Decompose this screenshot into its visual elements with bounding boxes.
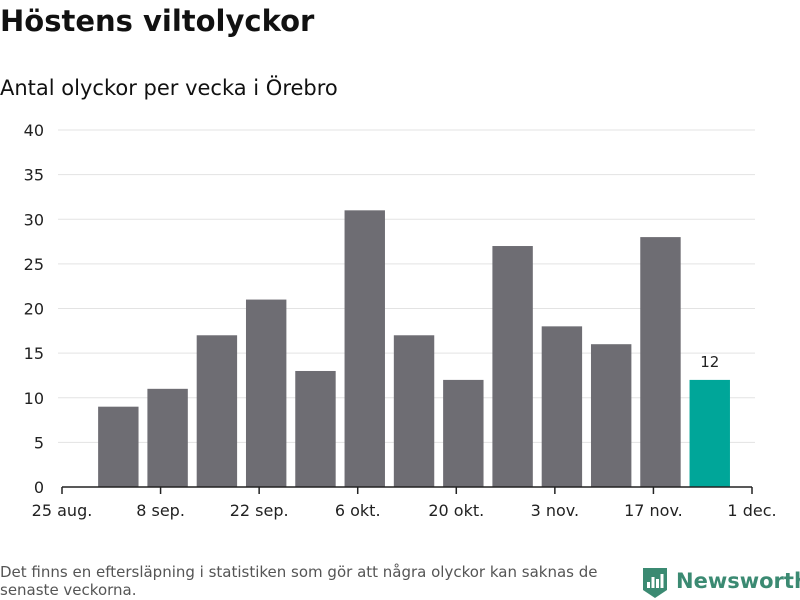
x-tick-label: 22 sep. (230, 501, 289, 520)
bar (443, 379, 484, 487)
bar (245, 299, 287, 487)
x-tick-label: 20 okt. (428, 501, 484, 520)
x-tick-label: 17 nov. (624, 501, 683, 520)
y-tick-label: 35 (24, 166, 44, 185)
bar (590, 344, 632, 487)
brand-logo: Newsworthy (643, 568, 800, 600)
bar (393, 335, 435, 487)
y-tick-label: 20 (24, 300, 44, 319)
footnote: Det finns en eftersläpning i statistiken… (0, 563, 598, 599)
y-tick-label: 40 (24, 121, 44, 140)
x-tick-label: 3 nov. (531, 501, 580, 520)
y-tick-label: 0 (34, 478, 44, 497)
bar (344, 210, 385, 487)
y-tick-label: 5 (34, 433, 44, 452)
bar-chart: 0 5 10 15 20 25 30 35 40 12 25 aug. 8 sep. 22 sep. 6 … (24, 121, 777, 520)
y-tick-label: 10 (24, 389, 44, 408)
x-tick-label: 6 okt. (335, 501, 381, 520)
bar (196, 335, 238, 487)
bar (689, 379, 730, 487)
y-tick-label: 15 (24, 344, 44, 363)
y-tick-label: 30 (24, 210, 44, 229)
chart-title: Höstens viltolyckor (0, 4, 315, 38)
y-tick-label: 25 (24, 255, 44, 274)
bar (98, 406, 139, 487)
newsworthy-logo-icon (643, 568, 667, 598)
x-tick-label: 1 dec. (727, 501, 776, 520)
brand-name: Newsworthy (676, 569, 800, 593)
x-tick-label: 8 sep. (136, 501, 185, 520)
bar (295, 370, 336, 487)
bar (492, 246, 533, 487)
bar (147, 388, 188, 487)
data-label: 12 (700, 353, 719, 371)
x-tick-label: 25 aug. (32, 501, 93, 520)
chart-subtitle: Antal olyckor per vecka i Örebro (0, 76, 338, 100)
bar (640, 237, 681, 487)
bar (541, 326, 583, 487)
